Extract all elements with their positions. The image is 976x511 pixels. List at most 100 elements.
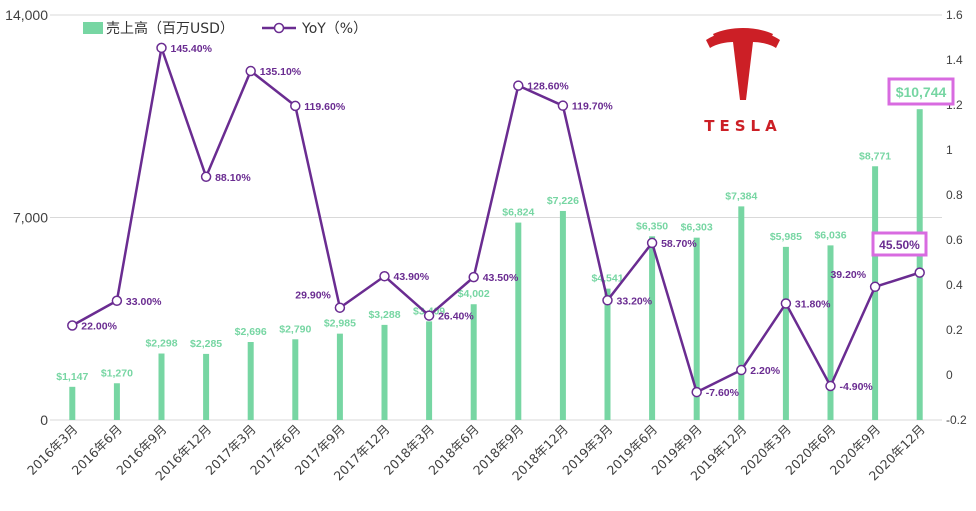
- tesla-logo: TESLA: [704, 28, 781, 135]
- tesla-wordmark: TESLA: [704, 117, 781, 135]
- highlight-last-yoy-value: 45.50%: [871, 231, 928, 257]
- revenue-bar-label: $2,985: [324, 318, 356, 330]
- revenue-bar: [113, 383, 120, 420]
- revenue-bar: [515, 222, 522, 420]
- revenue-bar: [426, 321, 433, 420]
- revenue-bar-label: $5,985: [770, 231, 802, 243]
- x-axis: 2016年3月2016年6月2016年9月2016年12月2017年3月2017…: [24, 422, 928, 484]
- yoy-point: [67, 320, 78, 331]
- yoy-point-label: 43.90%: [394, 271, 430, 283]
- revenue-bar-label: $7,384: [725, 190, 757, 202]
- yoy-point: [334, 302, 346, 313]
- revenue-bar-label: $6,350: [636, 220, 668, 232]
- revenue-bar-label: $2,285: [190, 338, 222, 350]
- yoy-line-series: [67, 42, 925, 398]
- left-axis-tick-label: 0: [40, 412, 48, 428]
- revenue-bar: [158, 353, 165, 420]
- yoy-point: [423, 310, 435, 321]
- left-axis-tick-label: 7,000: [13, 210, 48, 226]
- legend-bar-swatch: [83, 22, 103, 34]
- legend-line-label: YoY（%）: [301, 21, 367, 37]
- right-axis-tick-label: 1.6: [946, 8, 963, 22]
- right-axis-tick-label: 0: [946, 368, 953, 382]
- right-axis-tick-label: -0.2: [946, 413, 967, 427]
- revenue-bar: [693, 237, 700, 420]
- yoy-point: [869, 281, 881, 293]
- revenue-bar: [649, 236, 656, 420]
- revenue-bar-label: $6,303: [681, 222, 713, 234]
- right-axis-tick-label: 1.4: [946, 53, 963, 67]
- gridlines: [50, 14, 942, 421]
- revenue-bar-label: $2,298: [145, 338, 177, 350]
- legend-line-marker: [273, 22, 285, 34]
- yoy-line-path: [71, 46, 921, 394]
- right-axis-tick-label: 0.6: [946, 233, 963, 247]
- highlight-yoy-value: 45.50%: [879, 238, 920, 252]
- legend: 売上高（百万USD） YoY（%）: [83, 20, 367, 37]
- revenue-bar: [470, 304, 477, 420]
- highlight-revenue-value: $10,744: [896, 84, 947, 100]
- yoy-point: [513, 80, 524, 91]
- revenue-bar: [604, 288, 611, 420]
- yoy-point-label: 26.40%: [438, 311, 474, 323]
- revenue-bar: [872, 166, 879, 420]
- yoy-point: [290, 100, 301, 112]
- right-axis: -0.200.20.40.60.811.21.41.6: [946, 8, 967, 427]
- revenue-bar-label: $7,226: [547, 195, 579, 207]
- yoy-point-label: 135.10%: [260, 66, 302, 78]
- tesla-t-logo-icon: [706, 28, 780, 100]
- revenue-bar: [827, 245, 834, 420]
- yoy-point-label: 119.70%: [572, 101, 614, 113]
- left-axis-tick-label: 14,000: [5, 7, 48, 23]
- yoy-point-label: 2.20%: [750, 365, 780, 377]
- revenue-bar: [738, 206, 745, 420]
- highlight-last-bar-value: $10,744: [887, 77, 955, 106]
- yoy-point: [736, 364, 747, 376]
- yoy-point-label: 33.20%: [617, 295, 653, 307]
- yoy-point-label: 31.80%: [795, 298, 831, 310]
- revenue-bar: [203, 353, 210, 420]
- yoy-point-label: 128.60%: [527, 81, 569, 93]
- yoy-point: [602, 295, 613, 306]
- revenue-bar-labels: $1,147 $1,270 $2,298 $2,285 $2,696 $2,790 $2,9…: [56, 150, 891, 383]
- right-axis-tick-label: 0.8: [946, 188, 963, 202]
- yoy-point: [780, 298, 792, 309]
- right-axis-tick-label: 0.2: [946, 323, 963, 337]
- revenue-bar-label: $8,771: [859, 150, 891, 162]
- right-axis-tick-label: 0.4: [946, 278, 963, 292]
- revenue-bar-label: $6,036: [814, 229, 846, 241]
- yoy-point-label: 119.60%: [304, 101, 346, 113]
- yoy-point-label: -7.60%: [706, 387, 740, 399]
- yoy-point: [156, 42, 167, 54]
- yoy-point: [245, 65, 256, 77]
- yoy-point-label: 88.10%: [215, 172, 251, 184]
- yoy-point-label: 39.20%: [830, 269, 866, 281]
- yoy-point: [200, 171, 212, 183]
- revenue-bar: [247, 342, 254, 420]
- revenue-bar: [782, 246, 789, 420]
- yoy-point-label: 43.50%: [483, 272, 519, 284]
- yoy-point: [825, 380, 836, 392]
- revenue-bar-label: $4,002: [458, 288, 490, 300]
- revenue-bar-label: $3,288: [368, 309, 400, 321]
- right-axis-tick-label: 1: [946, 143, 953, 157]
- revenue-bar-label: $2,696: [235, 326, 267, 338]
- yoy-point: [914, 267, 925, 278]
- revenue-bar: [559, 210, 566, 420]
- yoy-point-label: 22.00%: [81, 321, 117, 333]
- revenue-bar: [381, 324, 388, 420]
- yoy-point-label: 29.90%: [295, 290, 331, 302]
- revenue-bar: [292, 339, 299, 420]
- legend-bar-label: 売上高（百万USD）: [106, 20, 234, 37]
- yoy-point: [691, 386, 702, 398]
- yoy-line-labels: 22.00% 33.00% 145.40% 88.10% 135.10% 119.60% 2…: [81, 43, 873, 399]
- yoy-point: [379, 270, 390, 282]
- highlight-box-revenue: [887, 77, 955, 106]
- yoy-point: [646, 237, 658, 249]
- revenue-bars: [69, 109, 923, 420]
- revenue-bar: [916, 109, 923, 420]
- yoy-point: [468, 271, 479, 283]
- yoy-point-label: 33.00%: [126, 296, 162, 308]
- yoy-point: [111, 295, 123, 306]
